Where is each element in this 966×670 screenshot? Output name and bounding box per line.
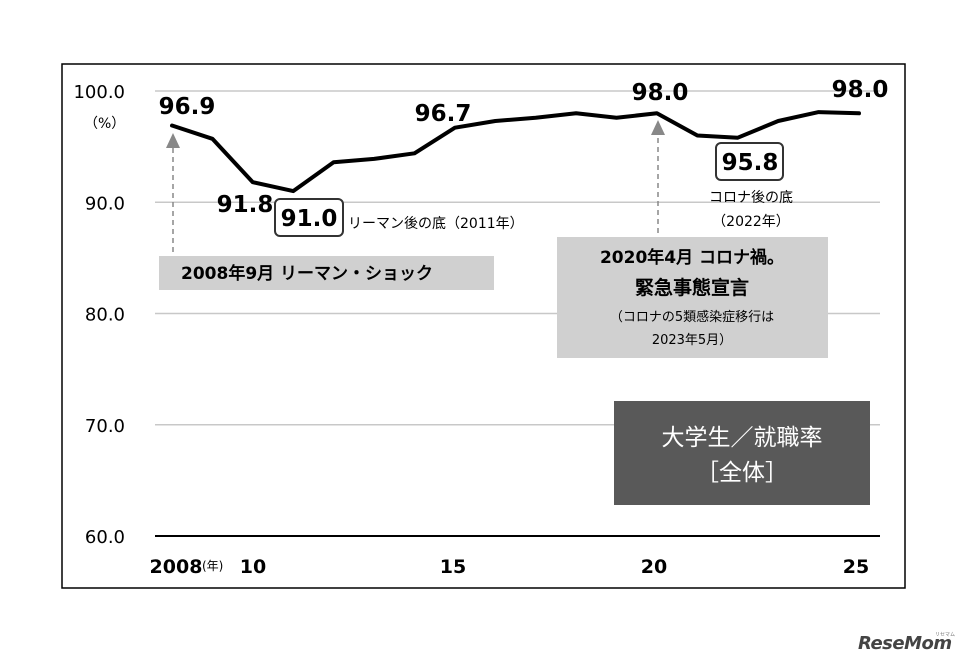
resemom-logo: ReseMom — [858, 633, 952, 654]
corona-event-note1: （コロナの5類感染症移行は — [610, 309, 774, 325]
x-tick-labels: 2008 10 15 20 25 — [150, 556, 870, 578]
x-tick-label-10: 10 — [240, 556, 266, 578]
lehman-arrow-head — [166, 133, 180, 148]
title-box — [614, 401, 870, 505]
y-tick-label-80.0: 80.0 — [85, 305, 125, 326]
point-label-2011: 91.0 — [281, 206, 338, 232]
corona-bottom-label-line2: （2022年） — [712, 214, 790, 230]
y-unit-label: （%） — [84, 116, 125, 132]
point-label-2025: 98.0 — [832, 77, 889, 103]
point-label-2020: 98.0 — [632, 80, 689, 106]
point-label-2015: 96.7 — [415, 101, 472, 127]
y-tick-label-100.0: 100.0 — [73, 82, 125, 103]
corona-bottom-label-line1: コロナ後の底 — [709, 190, 793, 206]
y-tick-labels: 100.0 90.0 80.0 70.0 60.0 — [73, 82, 125, 548]
lehman-event-box — [159, 256, 494, 290]
title-box-line1: 大学生／就職率 — [662, 425, 823, 451]
lehman-bottom-label: リーマン後の底（2011年） — [348, 216, 524, 232]
corona-bottom-value-box — [715, 142, 784, 181]
corona-event-line1: 2020年4月 コロナ禍。 — [600, 247, 784, 268]
x-tick-label-2008: 2008 — [150, 556, 203, 578]
y-tick-label-70.0: 70.0 — [85, 416, 125, 437]
y-tick-label-60.0: 60.0 — [85, 527, 125, 548]
title-box-line2: ［全体］ — [696, 460, 788, 486]
corona-event-box — [557, 237, 828, 358]
x-unit-label: (年) — [202, 559, 223, 573]
x-tick-label-20: 20 — [641, 556, 667, 578]
series-line-employment-rate — [170, 110, 861, 194]
corona-arrow-head — [651, 120, 665, 135]
lehman-event-label: 2008年9月 リーマン・ショック — [181, 263, 433, 284]
y-tick-label-90.0: 90.0 — [85, 193, 125, 214]
resemom-logo-sub: リセマム — [935, 632, 956, 638]
x-tick-label-25: 25 — [843, 556, 869, 578]
point-label-2008: 96.9 — [159, 94, 216, 120]
corona-event-note2: 2023年5月） — [652, 333, 732, 348]
chart-frame — [61, 63, 906, 589]
point-label-2022: 95.8 — [722, 150, 779, 176]
corona-event-line2: 緊急事態宣言 — [635, 276, 749, 299]
point-label-2010: 91.8 — [217, 192, 274, 218]
lehman-bottom-value-box — [274, 198, 344, 237]
x-tick-label-15: 15 — [440, 556, 466, 578]
